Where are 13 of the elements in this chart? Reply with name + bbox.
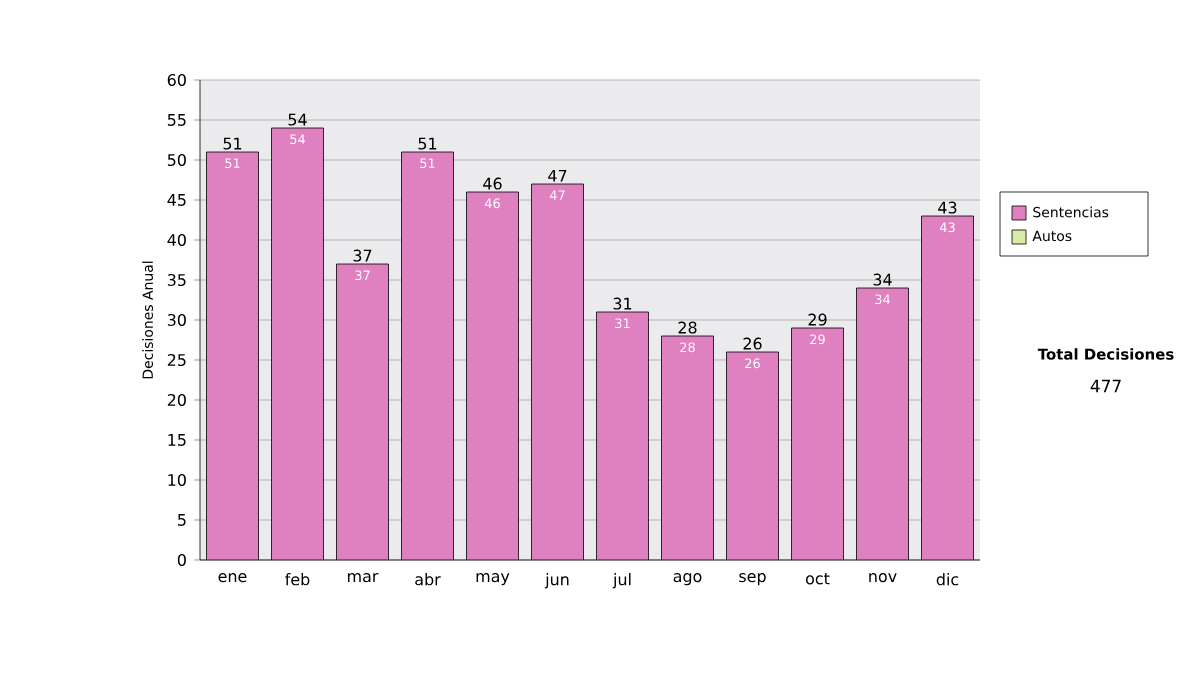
bar bbox=[466, 192, 519, 560]
text: 477 bbox=[1090, 379, 1121, 393]
bar bbox=[791, 328, 844, 560]
bar bbox=[921, 215, 974, 560]
bar bbox=[531, 184, 584, 560]
bar bbox=[336, 264, 389, 560]
bar bbox=[661, 336, 714, 560]
bar bbox=[401, 152, 454, 560]
bar bbox=[596, 312, 649, 560]
bar bbox=[271, 128, 324, 560]
bar bbox=[206, 152, 259, 560]
bar bbox=[856, 288, 909, 560]
bar bbox=[726, 352, 779, 560]
